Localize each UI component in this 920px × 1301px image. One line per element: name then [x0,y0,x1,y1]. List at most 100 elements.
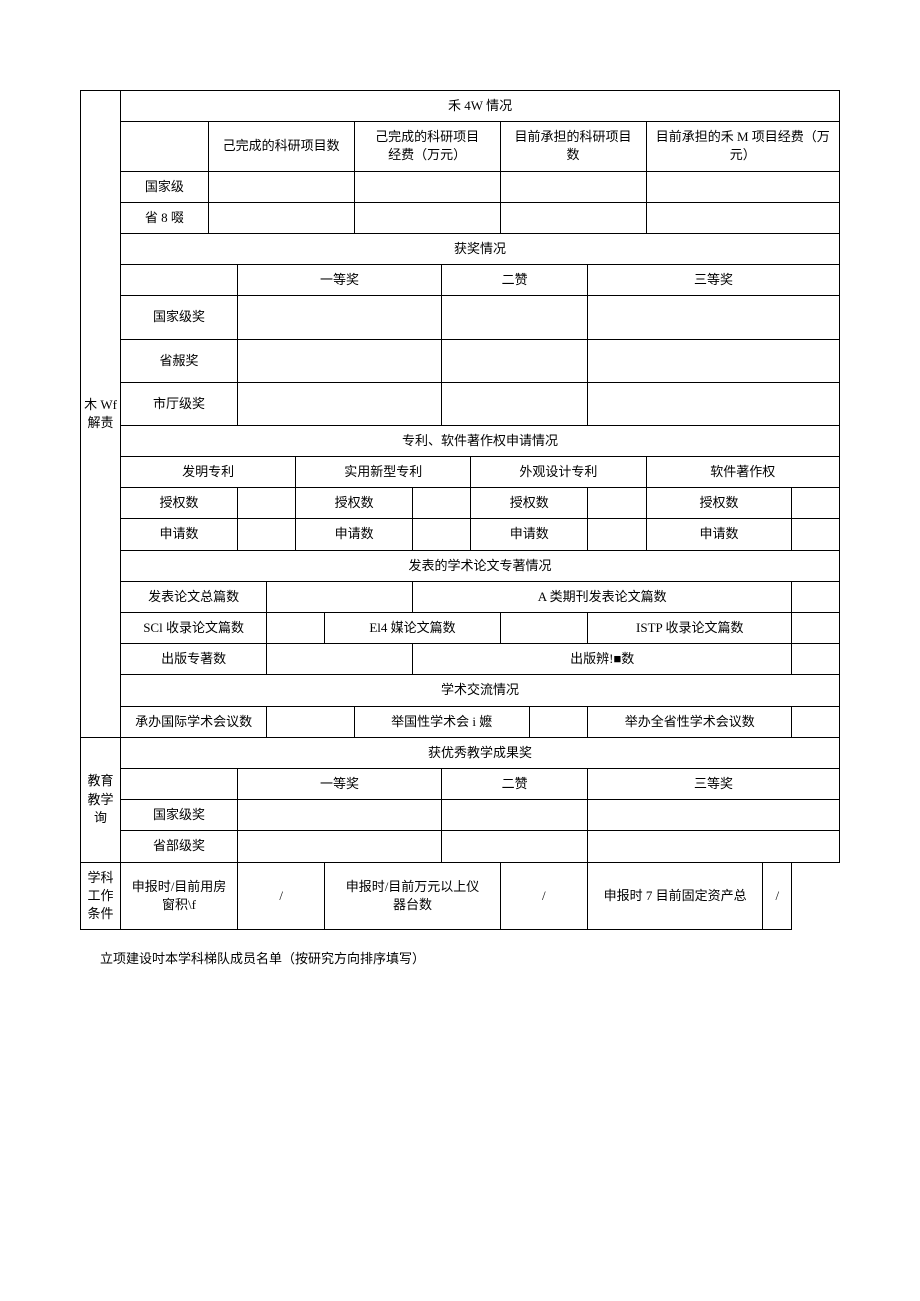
sec2-h3: 三等奖 [588,265,840,296]
sec3-r2-l3: 申请数 [471,519,588,550]
sec4-r1-l1: 发表论文总篇数 [121,581,267,612]
sec5-v1 [267,706,355,737]
sec2-r2-v2 [442,339,588,382]
sec4-r2-v3 [792,613,840,644]
sec6-r2-v2 [442,831,588,862]
sec3-r1-l4: 授权数 [646,488,792,519]
sec3-r1-l1: 授权数 [121,488,238,519]
sec2-r1-v1 [237,296,441,339]
sec6-r2-v1 [237,831,441,862]
sec6-r2-label: 省部级奖 [121,831,238,862]
sec6-r1-v3 [588,800,840,831]
sec3-r1-v2 [413,488,471,519]
sec2-h2: 二赞 [442,265,588,296]
sec4-r1-l2: A 类期刊发表论文篇数 [413,581,792,612]
sec6-r1-v1 [237,800,441,831]
sec5-l2: 举国性学术会 i 嬷 [354,706,529,737]
sec7-v3: / [763,862,792,930]
sec3-r1-l2: 授权数 [296,488,413,519]
sec4-r1-v1 [267,581,413,612]
sec3-h2: 实用新型专利 [296,457,471,488]
sec5-v3 [792,706,840,737]
sec4-r3-v1 [267,644,413,675]
sec3-r1-v4 [792,488,840,519]
sec3-r1-l3: 授权数 [471,488,588,519]
sec4-title: 发表的学术论文专著情况 [121,550,840,581]
sec6-r1-label: 国家级奖 [121,800,238,831]
sec1-blank-header [121,122,209,171]
sec7-v2: / [500,862,588,930]
sec6-blank-header [121,768,238,799]
sec5-l1: 承办国际学术会议数 [121,706,267,737]
sec4-r2-l3: ISTP 收录论文篇数 [588,613,792,644]
sec5-v2 [529,706,587,737]
sec2-r3-v2 [442,382,588,425]
sec1-r2-v4 [646,202,840,233]
sec5-title: 学术交流情况 [121,675,840,706]
sec7-l3: 申报时 7 目前固定资产总 [588,862,763,930]
footnote: 立项建设吋本学科梯队成员名单（按研究方向排序填写） [80,948,840,967]
sec1-h3: 目前承担的科研项目 数 [500,122,646,171]
sec2-r1-v2 [442,296,588,339]
sec1-r1-label: 国家级 [121,171,209,202]
sec3-r1-v3 [588,488,646,519]
sec6-r1-v2 [442,800,588,831]
sec6-h3: 三等奖 [588,768,840,799]
sec3-r2-l2: 申请数 [296,519,413,550]
sec3-r2-v4 [792,519,840,550]
sec2-r1-label: 国家级奖 [121,296,238,339]
sec7-l1: 申报时/目前用房 窗积\f [121,862,238,930]
side-edu: 教育 教学 询 [81,737,121,862]
sec1-h4: 目前承担的禾 M 项目经费（万 元） [646,122,840,171]
main-table: 木 Wf 解责 禾 4W 情况 己完成的科研项目数 己完成的科研项目 经费（万元… [80,90,840,930]
sec7-l2: 申报时/目前万元以上仪 器台数 [325,862,500,930]
sec4-r3-v2 [792,644,840,675]
sec1-r1-v3 [500,171,646,202]
sec4-r2-v2 [500,613,588,644]
sec3-h1: 发明专利 [121,457,296,488]
sec6-r2-v3 [588,831,840,862]
side-work: 学科 工作 条件 [81,862,121,930]
sec3-h3: 外观设计专利 [471,457,646,488]
sec2-r2-label: 省赧奖 [121,339,238,382]
sec6-h2: 二赞 [442,768,588,799]
sec3-r2-v1 [237,519,295,550]
sec3-r1-v1 [237,488,295,519]
sec2-r1-v3 [588,296,840,339]
sec4-r1-v2 [792,581,840,612]
sec4-r3-l1: 出版专著数 [121,644,267,675]
sec3-h4: 软件著作权 [646,457,840,488]
sec3-r2-l1: 申请数 [121,519,238,550]
sec2-title: 获奖情况 [121,233,840,264]
sec2-r3-v3 [588,382,840,425]
sec1-r2-v3 [500,202,646,233]
sec1-r1-v2 [354,171,500,202]
sec3-r2-v3 [588,519,646,550]
sec1-r1-v4 [646,171,840,202]
sec4-r2-l2: El4 媒论文篇数 [325,613,500,644]
sec1-r2-v1 [208,202,354,233]
sec4-r3-l2: 出版辨!■数 [413,644,792,675]
sec6-title: 获优秀教学成果奖 [121,737,840,768]
sec1-r2-v2 [354,202,500,233]
sec7-v1: / [237,862,325,930]
sec4-r2-v1 [267,613,325,644]
sec3-r2-v2 [413,519,471,550]
sec2-r2-v3 [588,339,840,382]
sec1-title: 禾 4W 情况 [121,91,840,122]
sec1-r2-label: 省 8 啜 [121,202,209,233]
sec1-r1-v1 [208,171,354,202]
sec3-title: 专利、软件著作权申请情况 [121,425,840,456]
sec2-r3-label: 市厅级奖 [121,382,238,425]
sec3-r2-l4: 申请数 [646,519,792,550]
sec2-r3-v1 [237,382,441,425]
sec4-r2-l1: SCl 收录论文篇数 [121,613,267,644]
sec2-r2-v1 [237,339,441,382]
sec1-h2: 己完成的科研项目 经费（万元） [354,122,500,171]
sec1-h1: 己完成的科研项目数 [208,122,354,171]
side-science: 木 Wf 解责 [81,91,121,738]
sec2-h1: 一等奖 [237,265,441,296]
sec5-l3: 举办全省性学术会议数 [588,706,792,737]
sec2-blank-header [121,265,238,296]
sec6-h1: 一等奖 [237,768,441,799]
